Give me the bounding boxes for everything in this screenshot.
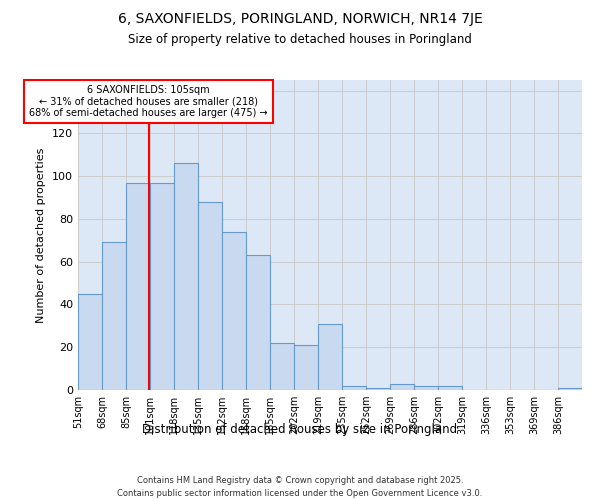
Text: 6, SAXONFIELDS, PORINGLAND, NORWICH, NR14 7JE: 6, SAXONFIELDS, PORINGLAND, NORWICH, NR1… bbox=[118, 12, 482, 26]
Bar bbox=[390, 384, 414, 390]
Bar bbox=[342, 386, 366, 390]
Bar bbox=[198, 202, 222, 390]
Bar bbox=[150, 182, 174, 390]
Bar bbox=[126, 182, 150, 390]
Text: Size of property relative to detached houses in Poringland: Size of property relative to detached ho… bbox=[128, 32, 472, 46]
Bar bbox=[558, 388, 582, 390]
Bar bbox=[294, 345, 318, 390]
Bar bbox=[270, 343, 294, 390]
Bar bbox=[318, 324, 342, 390]
Bar bbox=[222, 232, 246, 390]
Text: 6 SAXONFIELDS: 105sqm
← 31% of detached houses are smaller (218)
68% of semi-det: 6 SAXONFIELDS: 105sqm ← 31% of detached … bbox=[29, 84, 268, 118]
Bar bbox=[414, 386, 438, 390]
Bar bbox=[174, 164, 198, 390]
Y-axis label: Number of detached properties: Number of detached properties bbox=[37, 148, 46, 322]
Bar bbox=[246, 256, 270, 390]
Text: Contains public sector information licensed under the Open Government Licence v3: Contains public sector information licen… bbox=[118, 489, 482, 498]
Text: Distribution of detached houses by size in Poringland: Distribution of detached houses by size … bbox=[142, 422, 458, 436]
Bar bbox=[366, 388, 390, 390]
Bar bbox=[78, 294, 102, 390]
Bar bbox=[438, 386, 462, 390]
Bar bbox=[102, 242, 126, 390]
Text: Contains HM Land Registry data © Crown copyright and database right 2025.: Contains HM Land Registry data © Crown c… bbox=[137, 476, 463, 485]
